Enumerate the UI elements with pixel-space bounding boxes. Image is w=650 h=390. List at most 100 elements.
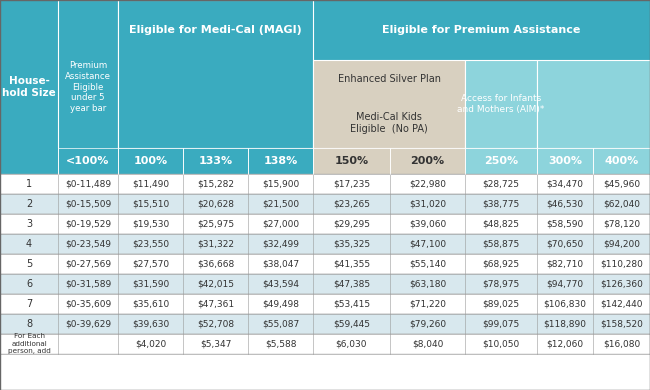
- Text: $29,295: $29,295: [333, 220, 370, 229]
- Text: $0-19,529: $0-19,529: [65, 220, 111, 229]
- Text: Medi-Cal Kids
Eligible  (No PA): Medi-Cal Kids Eligible (No PA): [350, 112, 428, 134]
- Text: $11,490: $11,490: [132, 179, 169, 188]
- Text: $49,498: $49,498: [262, 300, 299, 308]
- Text: $25,975: $25,975: [197, 220, 234, 229]
- Bar: [183, 148, 248, 174]
- Bar: [465, 60, 537, 148]
- Bar: [313, 60, 465, 148]
- Text: <100%: <100%: [66, 156, 110, 166]
- Text: $5,588: $5,588: [265, 340, 296, 349]
- Text: $48,825: $48,825: [482, 220, 519, 229]
- Text: Eligible for Premium Assistance: Eligible for Premium Assistance: [382, 25, 580, 35]
- Text: For Each
additional
person, add: For Each additional person, add: [8, 333, 51, 355]
- Text: $82,710: $82,710: [547, 259, 584, 268]
- Text: $59,445: $59,445: [333, 319, 370, 328]
- Bar: [0, 194, 650, 214]
- Text: $53,415: $53,415: [333, 300, 370, 308]
- Text: $0-23,549: $0-23,549: [65, 239, 111, 248]
- Bar: [390, 148, 465, 174]
- Bar: [593, 148, 650, 174]
- Bar: [0, 0, 58, 174]
- Text: $27,570: $27,570: [132, 259, 169, 268]
- Text: $19,530: $19,530: [132, 220, 169, 229]
- Text: $63,180: $63,180: [409, 280, 446, 289]
- Text: $58,875: $58,875: [482, 239, 519, 248]
- Text: 6: 6: [26, 279, 32, 289]
- Bar: [465, 148, 537, 174]
- Text: $41,355: $41,355: [333, 259, 370, 268]
- Text: Premium
Assistance
Eligible
under 5
year bar: Premium Assistance Eligible under 5 year…: [65, 61, 111, 113]
- Text: 3: 3: [26, 219, 32, 229]
- Bar: [313, 148, 390, 174]
- Text: $6,030: $6,030: [336, 340, 367, 349]
- Text: $55,140: $55,140: [409, 259, 446, 268]
- Text: $31,590: $31,590: [132, 280, 169, 289]
- Text: $38,047: $38,047: [262, 259, 299, 268]
- Text: $38,775: $38,775: [482, 200, 519, 209]
- Bar: [537, 60, 650, 148]
- Text: $94,770: $94,770: [547, 280, 584, 289]
- Text: $23,550: $23,550: [132, 239, 169, 248]
- Text: $15,900: $15,900: [262, 179, 299, 188]
- Text: $47,100: $47,100: [409, 239, 446, 248]
- Text: $4,020: $4,020: [135, 340, 166, 349]
- Text: $47,385: $47,385: [333, 280, 370, 289]
- Text: House-
hold Size: House- hold Size: [2, 76, 56, 98]
- Text: $15,282: $15,282: [197, 179, 234, 188]
- Bar: [313, 0, 650, 60]
- Text: $39,630: $39,630: [132, 319, 169, 328]
- Bar: [0, 254, 650, 274]
- Text: $0-27,569: $0-27,569: [65, 259, 111, 268]
- Text: $68,925: $68,925: [482, 259, 519, 268]
- Text: 133%: 133%: [198, 156, 233, 166]
- Text: $46,530: $46,530: [547, 200, 584, 209]
- Text: 400%: 400%: [604, 156, 638, 166]
- Text: Enhanced Silver Plan: Enhanced Silver Plan: [337, 74, 441, 84]
- Bar: [0, 274, 650, 294]
- Text: $15,510: $15,510: [132, 200, 169, 209]
- Text: $20,628: $20,628: [197, 200, 234, 209]
- Text: $118,890: $118,890: [543, 319, 586, 328]
- Bar: [0, 234, 650, 254]
- Text: $31,020: $31,020: [409, 200, 446, 209]
- Text: 8: 8: [26, 319, 32, 329]
- Text: $42,015: $42,015: [197, 280, 234, 289]
- Text: $70,650: $70,650: [547, 239, 584, 248]
- Text: $22,980: $22,980: [409, 179, 446, 188]
- Text: 4: 4: [26, 239, 32, 249]
- Text: $43,594: $43,594: [262, 280, 299, 289]
- Text: $158,520: $158,520: [600, 319, 643, 328]
- Text: $35,610: $35,610: [132, 300, 169, 308]
- Text: 7: 7: [26, 299, 32, 309]
- Text: $99,075: $99,075: [482, 319, 519, 328]
- Text: 138%: 138%: [263, 156, 298, 166]
- Text: 300%: 300%: [548, 156, 582, 166]
- Text: $32,499: $32,499: [262, 239, 299, 248]
- Bar: [118, 148, 183, 174]
- Text: $142,440: $142,440: [600, 300, 643, 308]
- Text: $47,361: $47,361: [197, 300, 234, 308]
- Text: $36,668: $36,668: [197, 259, 234, 268]
- Text: $0-11,489: $0-11,489: [65, 179, 111, 188]
- Bar: [0, 148, 58, 174]
- Bar: [118, 0, 313, 148]
- Text: $31,322: $31,322: [197, 239, 234, 248]
- Bar: [248, 148, 313, 174]
- Bar: [0, 0, 313, 148]
- Text: $0-15,509: $0-15,509: [65, 200, 111, 209]
- Text: $21,500: $21,500: [262, 200, 299, 209]
- Text: $16,080: $16,080: [603, 340, 640, 349]
- Text: $23,265: $23,265: [333, 200, 370, 209]
- Text: $0-35,609: $0-35,609: [65, 300, 111, 308]
- Text: 100%: 100%: [133, 156, 168, 166]
- Text: 200%: 200%: [410, 156, 445, 166]
- Text: $79,260: $79,260: [409, 319, 446, 328]
- Text: $78,120: $78,120: [603, 220, 640, 229]
- Text: $34,470: $34,470: [547, 179, 584, 188]
- Text: $78,975: $78,975: [482, 280, 519, 289]
- Text: $89,025: $89,025: [482, 300, 519, 308]
- Text: $55,087: $55,087: [262, 319, 299, 328]
- Text: 250%: 250%: [484, 156, 518, 166]
- Text: $35,325: $35,325: [333, 239, 370, 248]
- Bar: [58, 0, 118, 174]
